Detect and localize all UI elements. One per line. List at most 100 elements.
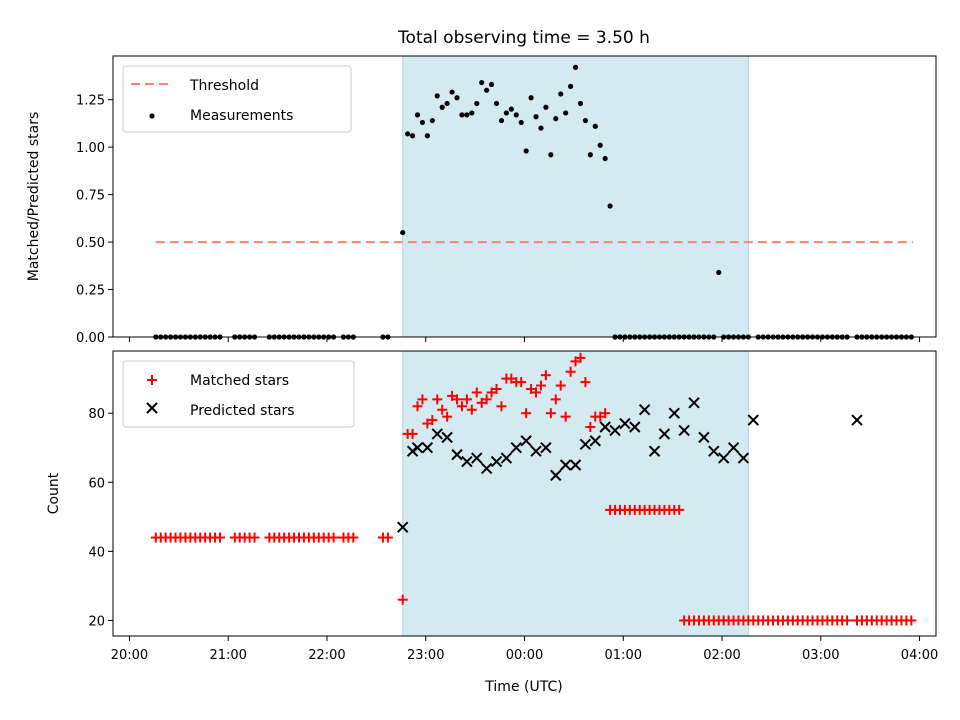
x-b [451,448,463,461]
matched-star-marker [456,401,467,412]
matched-star-marker [555,380,566,391]
measurement-point [577,100,584,107]
measurement-point [548,152,554,158]
predicted-star-marker [717,452,730,464]
matched-star-marker [550,394,561,405]
matched-star-marker [540,370,551,381]
x-tick-label: 22:00 [308,648,345,663]
x-b [520,435,532,447]
x-b [510,442,522,454]
top-x-ticks [128,337,921,342]
measurement-point [449,89,455,95]
x-b [461,455,473,468]
x-b [851,414,863,426]
measurement-point [429,117,435,124]
predicted-star-marker [530,445,542,457]
x-b [619,417,631,430]
matched-star-marker [481,394,492,405]
matched-star-marker [545,408,556,419]
x-tick-label: 01:00 [605,648,642,663]
matched-star-marker [674,504,685,515]
top-y-axis: 0.00 0.25 0.50 0.75 1.00 1.25 [76,94,113,346]
x-b [638,404,651,416]
predicted-star-marker [510,442,522,454]
bottom-y-axis-label: Count [46,472,62,514]
matched-star-marker [585,422,596,432]
matched-star-marker [417,394,428,405]
measurement-point [518,119,524,126]
measurement-point [592,123,598,129]
predicted-star-marker [471,452,483,464]
legend-matched-label: Matched stars [190,373,289,389]
x-b [668,407,680,419]
x-b [569,459,582,471]
matched-star-marker [531,387,542,398]
matched-stars-series [150,352,917,626]
measurement-point [419,119,426,126]
legend-matched-swatch [147,375,157,385]
measurement-point [409,133,416,139]
x-b [490,455,503,468]
measurement-point [479,79,485,86]
matched-star-marker [412,401,423,412]
predicted-star-marker [698,431,710,444]
y-tick-label: 0.75 [76,189,105,204]
x-b [747,414,760,426]
measurement-point [493,100,500,107]
matched-star-marker [348,532,359,543]
measurement-point [572,64,579,70]
x-b [737,452,750,464]
predicted-star-marker [747,414,760,426]
measurement-point [405,131,411,137]
predicted-star-marker [851,414,863,426]
x-b [431,428,443,440]
matched-star-marker [437,404,448,415]
measurement-point [469,110,475,116]
x-b [441,431,453,444]
x-b [629,421,641,433]
legend-predicted-swatch [146,402,158,414]
predicted-star-marker [579,438,592,450]
x-tick-label: 21:00 [209,648,246,663]
measurement-point [582,117,589,124]
bottom-observing-window-shade [402,350,749,637]
bottom-legend: Matched stars Predicted stars [122,360,355,428]
x-b [589,435,601,447]
matched-star-marker [600,408,611,419]
measurement-point [558,91,564,97]
matched-star-marker [471,387,482,398]
measurement-point [553,116,559,122]
bottom-y-axis: 20 40 60 80 [88,407,113,629]
predicted-stars-series [396,397,863,533]
measurement-point [498,117,505,124]
measurement-point [563,110,569,116]
x-b [540,442,552,454]
predicted-star-marker [727,442,740,454]
predicted-star-marker [688,397,700,409]
x-b [688,397,700,409]
x-b [480,462,493,475]
matched-star-marker [580,377,591,388]
matched-star-marker [461,394,472,405]
x-b [471,452,483,464]
matched-star-marker [496,401,507,412]
x-b [708,445,720,457]
legend-measurements-swatch [149,113,155,119]
legend-measurements-label: Measurements [190,108,293,124]
predicted-star-marker [500,452,513,464]
x-b [421,442,434,454]
matched-star-marker [535,380,546,391]
matched-star-marker [560,411,571,422]
y-tick-label: 0.00 [76,331,105,346]
predicted-star-marker [421,442,434,454]
matched-star-marker [565,366,576,377]
predicted-star-marker [431,428,443,440]
predicted-star-marker [441,431,453,444]
predicted-star-marker [668,407,680,419]
measurement-point [439,104,445,110]
matched-star-marker [452,394,463,405]
measurement-point [513,112,519,118]
bottom-panel: 20 40 60 80 20:00 21:00 22:00 23:00 00:00 01:00 0… [46,350,938,695]
x-b [658,428,671,440]
measurement-point [484,87,490,93]
